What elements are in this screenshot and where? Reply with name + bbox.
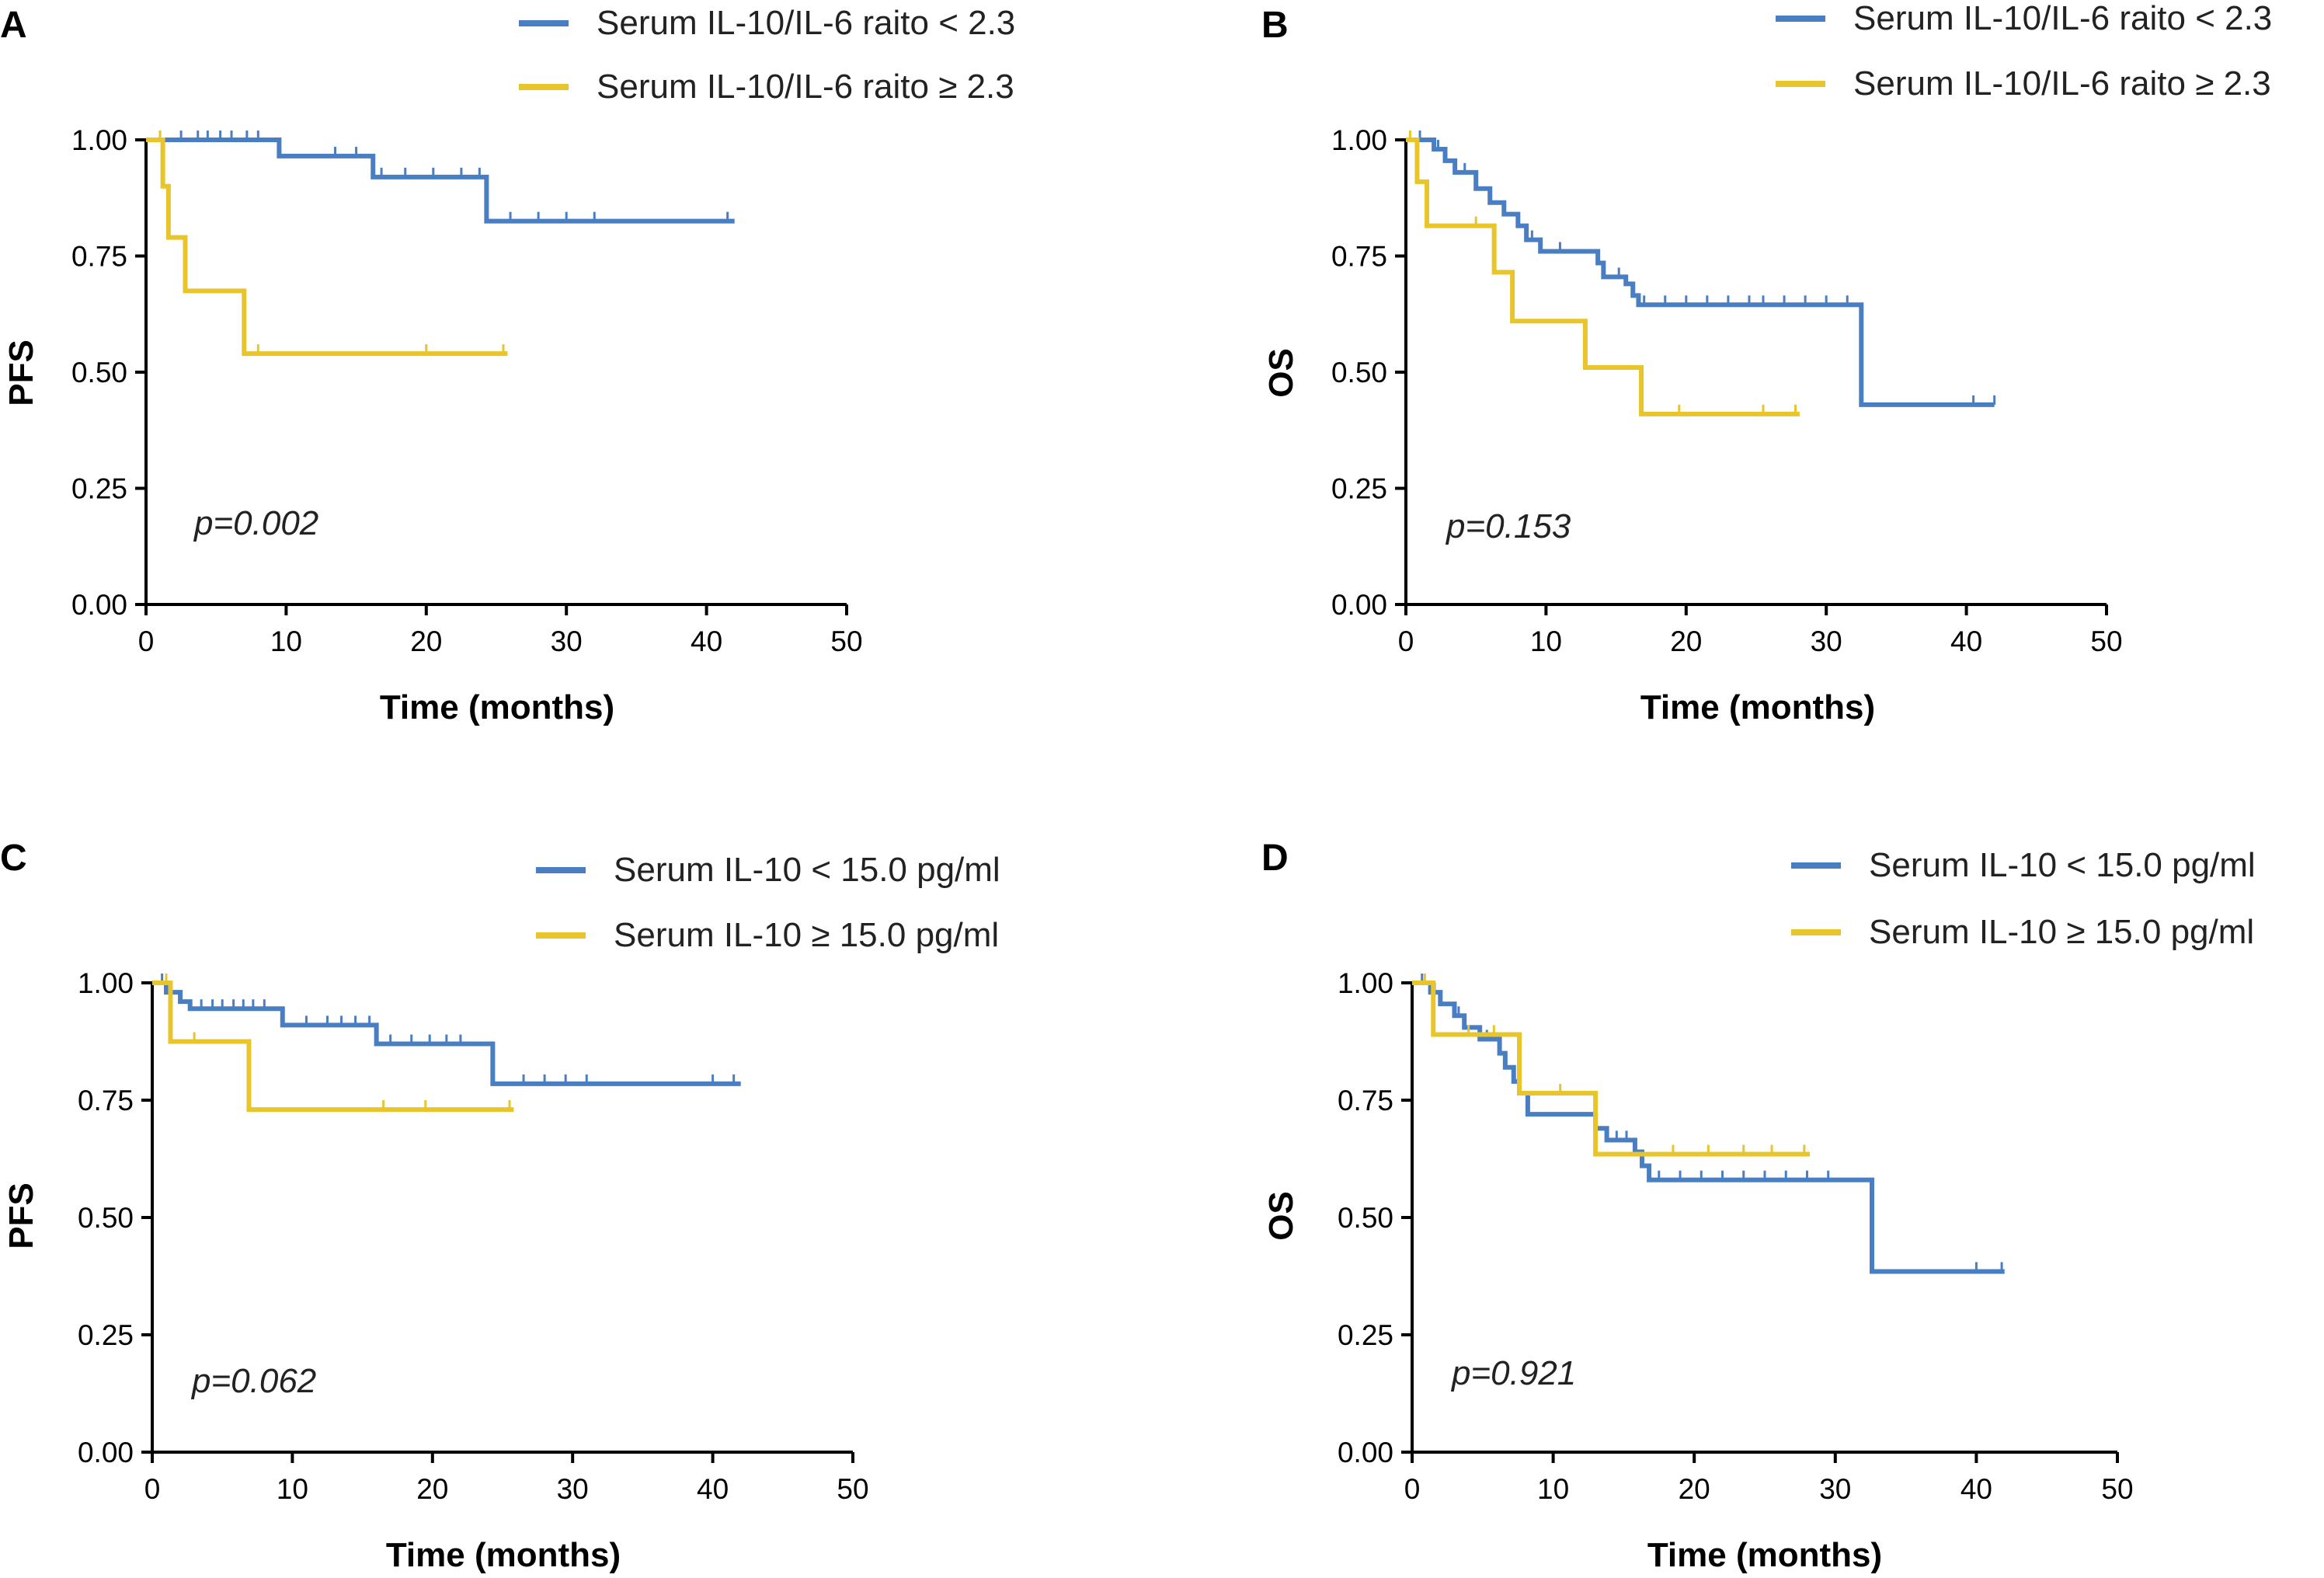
legend-c: Serum IL-10 < 15.0 pg/ml Serum IL-10 ≥ 1… [536,851,1000,954]
y-tick-label-d: 0.00 [1338,1437,1393,1468]
legend-label-d-high: Serum IL-10 ≥ 15.0 pg/ml [1869,913,2254,951]
plot-b: 0.00 0.25 0.50 0.75 1.00 0 10 20 30 40 50 [1331,124,2123,657]
x-tick-label-b: 0 [1398,625,1414,657]
panel-letter-d: D [1261,838,1289,879]
panel-b: B Serum IL-10/IL-6 raito < 2.3 Serum IL-… [1261,0,2272,726]
km-curve-b-low [1406,138,1995,407]
x-tick-label-c: 50 [837,1473,868,1505]
x-tick-label-b: 50 [2090,625,2122,657]
x-tick-label-a: 40 [691,625,722,657]
y-tick-label-d: 0.75 [1338,1085,1393,1116]
x-tick-label-b: 20 [1670,625,1702,657]
x-tick-label-a: 50 [830,625,862,657]
plot-c: 0.00 0.25 0.50 0.75 1.00 0 10 20 30 40 50 [78,967,869,1505]
pvalue-a: p=0.002 [193,504,318,542]
y-tick-label-b: 0.25 [1331,473,1387,505]
x-tick-label-b: 10 [1530,625,1562,657]
legend-b: Serum IL-10/IL-6 raito < 2.3 Serum IL-10… [1776,0,2272,103]
y-tick-label-c: 1.00 [78,967,134,999]
xlabel-c: Time (months) [386,1536,621,1574]
y-tick-label-d: 0.50 [1338,1202,1393,1234]
x-tick-label-c: 40 [697,1473,729,1505]
km-curve-a-low [146,138,735,224]
x-tick-label-a: 20 [410,625,442,657]
km-curve-c-low [152,981,741,1086]
legend-label-a-low: Serum IL-10/IL-6 raito < 2.3 [597,4,1015,42]
x-tick-label-a: 0 [138,625,155,657]
y-tick-label-b: 1.00 [1331,124,1387,156]
pvalue-c: p=0.062 [190,1362,316,1400]
x-tick-label-c: 10 [277,1473,308,1505]
legend-label-d-low: Serum IL-10 < 15.0 pg/ml [1869,846,2256,884]
panel-letter-b: B [1261,5,1289,46]
x-tick-label-b: 30 [1811,625,1842,657]
x-tick-label-d: 30 [1819,1473,1851,1505]
y-tick-label-d: 1.00 [1338,967,1393,999]
y-tick-label-b: 0.75 [1331,241,1387,273]
xlabel-d: Time (months) [1647,1536,1882,1574]
y-tick-label-d: 0.25 [1338,1319,1393,1351]
legend-d: Serum IL-10 < 15.0 pg/ml Serum IL-10 ≥ 1… [1791,846,2256,951]
y-tick-label-b: 0.00 [1331,589,1387,621]
xlabel-a: Time (months) [380,688,614,726]
panel-a: A Serum IL-10/IL-6 raito < 2.3 Serum IL-… [0,4,1015,726]
km-curve-c-high [152,981,514,1113]
pvalue-b: p=0.153 [1445,507,1571,545]
y-tick-label-a: 0.00 [71,589,127,621]
ylabel-b: OS [1262,348,1300,398]
legend-label-c-low: Serum IL-10 < 15.0 pg/ml [614,851,1000,889]
y-tick-label-c: 0.00 [78,1437,134,1468]
ylabel-a: PFS [2,340,40,406]
panel-c: C Serum IL-10 < 15.0 pg/ml Serum IL-10 ≥… [0,838,1000,1574]
legend-label-a-high: Serum IL-10/IL-6 raito ≥ 2.3 [597,68,1014,106]
x-tick-label-c: 30 [557,1473,589,1505]
ylabel-d: OS [1262,1191,1300,1241]
y-tick-label-c: 0.50 [78,1202,134,1234]
ylabel-c: PFS [2,1183,40,1249]
x-tick-label-d: 0 [1404,1473,1421,1505]
plot-a: 0.00 0.25 0.50 0.75 1.00 0 10 20 30 40 50 [71,124,863,657]
legend-a: Serum IL-10/IL-6 raito < 2.3 Serum IL-10… [519,4,1015,106]
y-tick-label-a: 0.75 [71,241,127,273]
x-tick-label-a: 10 [270,625,302,657]
km-curve-d-high [1412,981,1811,1157]
x-tick-label-c: 0 [144,1473,161,1505]
y-tick-label-a: 0.50 [71,357,127,388]
y-tick-label-b: 0.50 [1331,357,1387,388]
km-curve-b-high [1406,138,1800,416]
y-tick-label-c: 0.25 [78,1319,134,1351]
y-tick-label-c: 0.75 [78,1085,134,1116]
xlabel-b: Time (months) [1640,688,1875,726]
panel-letter-a: A [0,5,27,46]
km-curve-d-low [1412,981,2005,1274]
y-tick-label-a: 0.25 [71,473,127,505]
legend-label-b-high: Serum IL-10/IL-6 raito ≥ 2.3 [1853,64,2271,103]
pvalue-d: p=0.921 [1450,1354,1576,1392]
plot-d: 0.00 0.25 0.50 0.75 1.00 0 10 20 30 40 50 [1338,967,2134,1505]
x-tick-label-c: 20 [416,1473,448,1505]
y-tick-label-a: 1.00 [71,124,127,156]
km-curve-a-high [146,138,508,357]
legend-label-b-low: Serum IL-10/IL-6 raito < 2.3 [1853,0,2272,37]
panel-d: D Serum IL-10 < 15.0 pg/ml Serum IL-10 ≥… [1261,838,2256,1574]
x-tick-label-d: 10 [1537,1473,1569,1505]
x-tick-label-a: 30 [551,625,583,657]
x-tick-label-b: 40 [1950,625,1982,657]
legend-label-c-high: Serum IL-10 ≥ 15.0 pg/ml [614,916,999,954]
x-tick-label-d: 50 [2101,1473,2133,1505]
x-tick-label-d: 40 [1960,1473,1992,1505]
x-tick-label-d: 20 [1679,1473,1710,1505]
panel-letter-c: C [0,838,27,879]
